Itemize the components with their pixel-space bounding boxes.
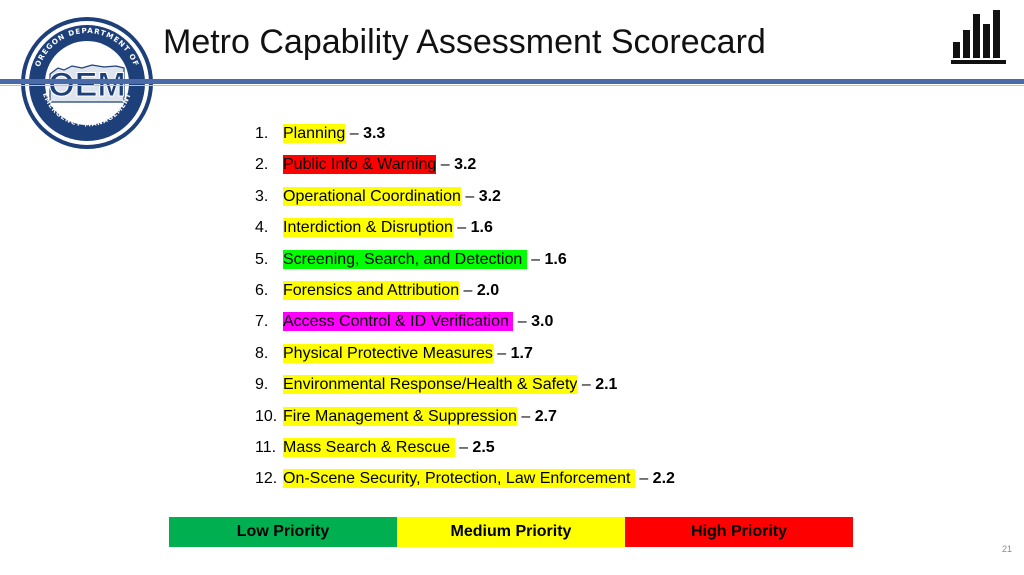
bar-chart-icon (951, 10, 1006, 64)
capability-score: 3.0 (531, 313, 554, 331)
priority-legend: Low Priority Medium Priority High Priori… (169, 517, 853, 547)
capability-number: 1. (255, 125, 269, 142)
capability-name: Mass Search & Rescue (283, 437, 455, 457)
capability-item: 4. Interdiction & Disruption – 1.6 (255, 215, 675, 246)
capability-number: 8. (255, 344, 269, 362)
capability-item: 3. Operational Coordination – 3.2 (255, 184, 675, 215)
capability-score: 2.2 (652, 470, 675, 488)
capability-number: 6. (255, 281, 269, 299)
header-rule-thin (0, 85, 1024, 86)
capability-name: Interdiction & Disruption (283, 218, 453, 238)
capability-item: 8. Physical Protective Measures – 1.7 (255, 341, 675, 372)
capability-score: 3.2 (454, 156, 477, 174)
capability-number: 5. (255, 250, 269, 268)
capability-item: 11. Mass Search & Rescue – 2.5 (255, 435, 675, 466)
capability-number: 3. (255, 187, 269, 205)
capability-score: 2.0 (476, 281, 500, 299)
capability-number: 2. (255, 156, 269, 174)
capability-name: Fire Management & Suppression (283, 406, 517, 426)
capability-name: Operational Coordination (283, 186, 461, 206)
capability-name: Screening, Search, and Detection (283, 249, 527, 269)
capability-number: 12. (255, 470, 278, 488)
legend-medium: Medium Priority (397, 517, 625, 547)
capability-score: 1.6 (470, 219, 493, 237)
slide-number: 21 (1002, 544, 1013, 554)
capability-name: Public Info & Warning (283, 155, 437, 175)
capability-score: 1.6 (544, 250, 567, 268)
capability-item: 2. Public Info & Warning – 3.2 (255, 152, 675, 183)
capability-item: 9. Environmental Response/Health & Safety… (255, 372, 675, 403)
capability-score: 3.3 (363, 125, 386, 142)
capability-name: Physical Protective Measures (283, 343, 493, 363)
capability-number: 11. (255, 438, 277, 456)
capability-list: 1. Planning – 3.3 2. Public Info & Warning … (255, 121, 675, 498)
capability-item: 6. Forensics and Attribution – 2.0 (255, 278, 675, 309)
capability-name: Environmental Response/Health & Safety (283, 375, 578, 395)
legend-low: Low Priority (169, 517, 397, 547)
capability-score: 1.7 (510, 344, 533, 362)
capability-score: 3.2 (478, 187, 501, 205)
capability-number: 4. (255, 219, 269, 237)
capability-number: 9. (255, 376, 269, 394)
capability-item: 10. Fire Management & Suppression – 2.7 (255, 404, 675, 435)
capability-score: 2.7 (534, 407, 557, 425)
capability-item: 5. Screening, Search, and Detection – 1.6 (255, 247, 675, 278)
capability-name: On-Scene Security, Protection, Law Enfor… (283, 469, 635, 489)
capability-item: 7. Access Control & ID Verification – 3.0 (255, 309, 675, 340)
capability-name: Access Control & ID Verification (283, 312, 514, 332)
legend-high: High Priority (625, 517, 853, 547)
capability-name: Planning (283, 124, 346, 143)
capability-score: 2.5 (472, 438, 495, 456)
header-rule (0, 79, 1024, 84)
capability-name: Forensics and Attribution (283, 280, 460, 300)
capability-number: 7. (255, 313, 269, 331)
capability-number: 10. (255, 407, 278, 425)
page-title: Metro Capability Assessment Scorecard (163, 23, 766, 61)
capability-item: 12. On-Scene Security, Protection, Law En… (255, 466, 675, 497)
capability-item: 1. Planning – 3.3 (255, 121, 675, 152)
capability-score: 2.1 (595, 376, 618, 394)
